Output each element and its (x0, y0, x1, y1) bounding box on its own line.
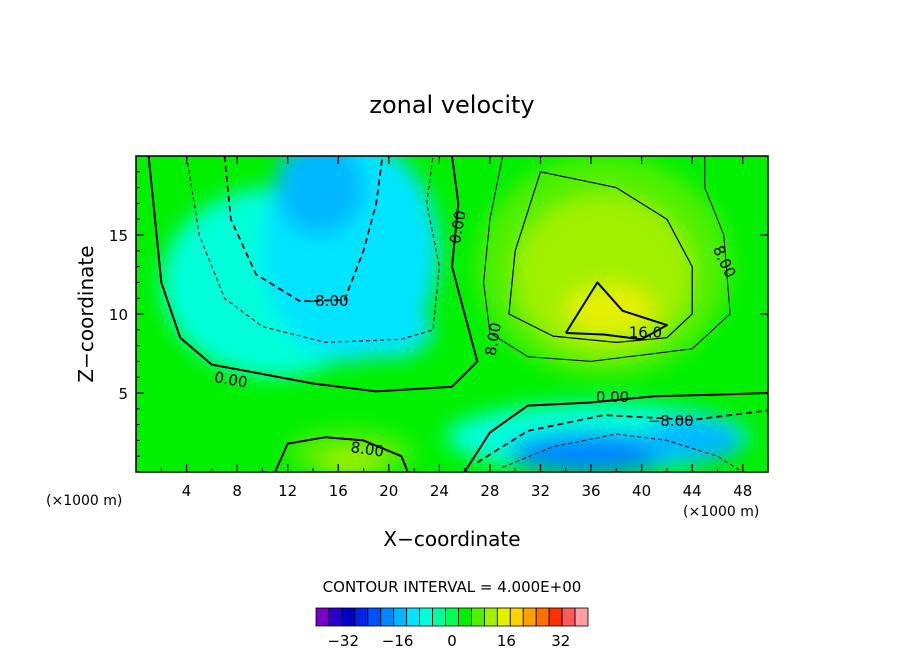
contour-label: −8.00 (303, 292, 349, 310)
contour-label: 8.00 (350, 438, 386, 460)
y-axis-ticks: 5 10 15 (109, 171, 768, 457)
contour-label: 0.00 (596, 388, 629, 406)
field-patch-10 (287, 429, 415, 472)
colorbar-swatch (328, 607, 343, 627)
x-tick-label: 20 (379, 482, 398, 500)
contour-label: 0.00 (213, 368, 249, 392)
colorbar-swatch (548, 607, 563, 627)
field-patch-3 (344, 301, 434, 359)
contour-line-1 (463, 392, 768, 472)
contour-label: −8.00 (648, 412, 694, 430)
colorbar-swatch (535, 607, 550, 627)
field-patch-9 (641, 418, 743, 463)
x-tick-label: 28 (480, 482, 499, 500)
contour-line-4 (483, 156, 731, 362)
x-tick-label: 24 (430, 482, 449, 500)
contour-line-3 (186, 156, 440, 343)
colorbar-swatch (458, 607, 472, 627)
x-tick-label: 16 (329, 482, 348, 500)
colorbar-swatch (315, 607, 330, 627)
contour-line-7 (476, 409, 768, 464)
contour-line-5 (508, 171, 693, 343)
colorbar-swatch (445, 607, 459, 627)
field-patch-12 (173, 429, 250, 468)
contour-line-9 (274, 436, 409, 472)
colorbar-swatch (522, 607, 537, 627)
colorbar-tick-label: −16 (382, 632, 414, 650)
x-tick-label: 4 (182, 482, 192, 500)
colorbar-swatch (509, 607, 524, 627)
colorbar: −32 −16 0 16 32 (315, 607, 589, 650)
colorbar-swatch (496, 607, 511, 627)
contour-line-8 (502, 433, 743, 472)
x-units-right: (×1000 m) (683, 504, 759, 520)
chart-title: zonal velocity (369, 91, 534, 119)
contour-label: 8.00 (481, 321, 505, 357)
colorbar-swatch (574, 607, 589, 627)
contour-label: 0.00 (446, 209, 470, 245)
colorbar-swatch (471, 607, 485, 627)
colorbar-swatch (561, 607, 576, 627)
plot-area (136, 156, 768, 472)
colorbar-swatch (354, 607, 369, 627)
colorbar-tick-label: 32 (551, 632, 570, 650)
x-tick-label: 36 (581, 482, 600, 500)
colorbar-tick-label: 0 (447, 632, 457, 650)
field-patch-8 (508, 432, 674, 472)
velocity-field (161, 156, 750, 472)
colorbar-swatch (406, 607, 421, 627)
colorbar-swatch (341, 607, 356, 627)
x-axis-ticks: 4 8 12 16 20 24 28 32 36 40 44 48 (160, 156, 752, 500)
x-tick-label: 48 (733, 482, 752, 500)
x-tick-label: 32 (531, 482, 550, 500)
y-tick-label: 15 (109, 227, 128, 245)
colorbar-swatch (367, 607, 382, 627)
y-tick-label: 10 (109, 306, 128, 324)
contour-line-6 (564, 281, 668, 341)
field-patch-11 (319, 451, 383, 472)
colorbar-swatch (483, 607, 498, 627)
contour-interval-label: CONTOUR INTERVAL = 4.000E+00 (323, 578, 582, 596)
contour-label: 16.0 (629, 323, 662, 341)
contour-lines (147, 156, 768, 472)
x-tick-label: 40 (632, 482, 651, 500)
x-tick-label: 8 (232, 482, 242, 500)
colorbar-swatch (393, 607, 408, 627)
field-patch-2 (275, 156, 364, 235)
x-tick-label: 44 (683, 482, 702, 500)
contour-line-2 (223, 156, 384, 303)
y-tick-label: 5 (118, 385, 128, 403)
colorbar-swatch (380, 607, 395, 627)
y-axis-label: Z−coordinate (74, 245, 98, 382)
x-tick-label: 12 (278, 482, 297, 500)
colorbar-swatch (432, 607, 446, 627)
x-axis-label: X−coordinate (383, 527, 520, 551)
x-units-left: (×1000 m) (46, 493, 122, 509)
colorbar-tick-label: −32 (327, 632, 359, 650)
colorbar-tick-label: 16 (497, 632, 516, 650)
colorbar-swatch (419, 607, 433, 627)
contour-line-0 (147, 156, 479, 393)
